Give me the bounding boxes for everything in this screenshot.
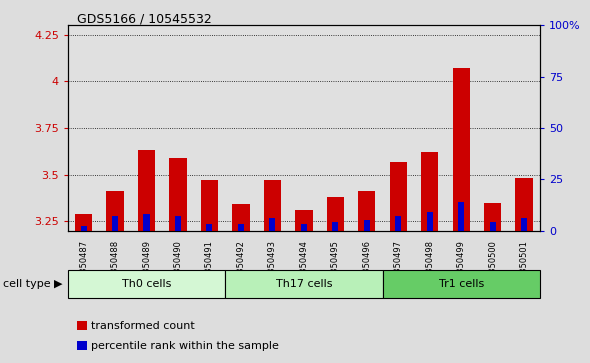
Bar [68, 25, 99, 231]
Bar [201, 180, 218, 231]
Text: Th0 cells: Th0 cells [122, 279, 171, 289]
Bar [194, 25, 225, 231]
Bar [389, 162, 407, 231]
Bar [358, 191, 375, 231]
Bar [106, 191, 124, 231]
Text: Tr1 cells: Tr1 cells [438, 279, 484, 289]
Bar [99, 25, 131, 231]
Bar [453, 68, 470, 231]
Text: transformed count: transformed count [91, 321, 195, 331]
Bar [225, 270, 382, 298]
Bar [364, 220, 370, 231]
Bar [75, 214, 92, 231]
Bar [445, 25, 477, 231]
Bar [382, 25, 414, 231]
Bar [320, 25, 351, 231]
Bar [169, 158, 186, 231]
Bar [206, 224, 212, 231]
Bar [143, 214, 149, 231]
Bar [225, 25, 257, 231]
Bar [112, 216, 118, 231]
Text: percentile rank within the sample: percentile rank within the sample [91, 341, 279, 351]
Bar [509, 25, 540, 231]
Bar [427, 212, 432, 231]
Bar [232, 204, 250, 231]
Bar [301, 224, 307, 231]
Bar [521, 218, 527, 231]
Text: ▶: ▶ [54, 279, 63, 289]
Bar [516, 178, 533, 231]
Bar [264, 180, 281, 231]
Bar [68, 270, 225, 298]
Bar [175, 216, 181, 231]
Bar [477, 25, 509, 231]
Bar [382, 270, 540, 298]
Text: cell type: cell type [3, 279, 51, 289]
Text: Th17 cells: Th17 cells [276, 279, 332, 289]
Bar [351, 25, 382, 231]
Bar [138, 150, 155, 231]
Bar [81, 227, 87, 231]
Bar [288, 25, 320, 231]
Bar [484, 203, 502, 231]
Text: GDS5166 / 10545532: GDS5166 / 10545532 [77, 13, 211, 26]
Bar [131, 25, 162, 231]
Bar [458, 202, 464, 231]
Bar [238, 224, 244, 231]
Bar [327, 197, 344, 231]
Bar [421, 152, 438, 231]
Bar [270, 218, 276, 231]
Bar [332, 222, 338, 231]
Bar [490, 222, 496, 231]
Bar [414, 25, 445, 231]
Bar [162, 25, 194, 231]
Bar [295, 210, 313, 231]
Bar [395, 216, 401, 231]
Bar [257, 25, 288, 231]
